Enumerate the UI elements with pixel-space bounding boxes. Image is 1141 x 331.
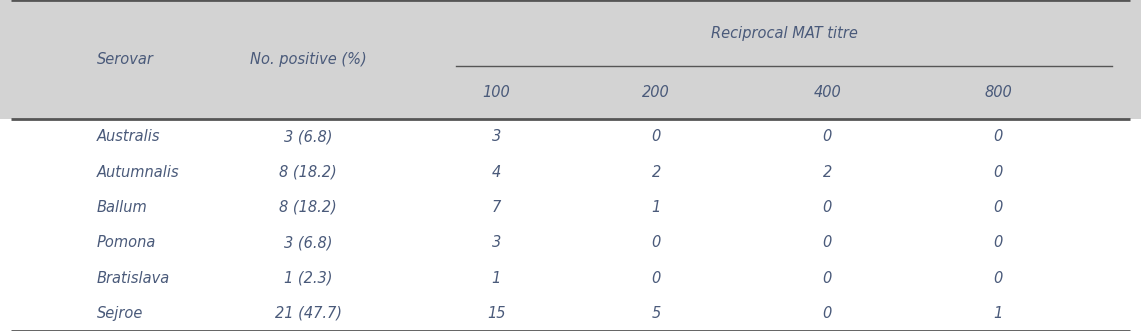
Text: 0: 0 bbox=[823, 129, 832, 144]
Text: 2: 2 bbox=[652, 165, 661, 180]
Text: 800: 800 bbox=[985, 85, 1012, 100]
Text: 2: 2 bbox=[823, 165, 832, 180]
Text: 1: 1 bbox=[492, 270, 501, 286]
Text: 3 (6.8): 3 (6.8) bbox=[284, 235, 332, 250]
Text: 5: 5 bbox=[652, 306, 661, 321]
Text: 0: 0 bbox=[994, 200, 1003, 215]
Text: No. positive (%): No. positive (%) bbox=[250, 52, 366, 67]
Text: 0: 0 bbox=[994, 165, 1003, 180]
Text: Ballum: Ballum bbox=[97, 200, 147, 215]
Text: 21 (47.7): 21 (47.7) bbox=[275, 306, 341, 321]
Bar bbox=[0, 119, 1141, 331]
Text: 15: 15 bbox=[487, 306, 505, 321]
Text: 0: 0 bbox=[652, 235, 661, 250]
Text: 8 (18.2): 8 (18.2) bbox=[280, 200, 337, 215]
Text: 0: 0 bbox=[652, 270, 661, 286]
Text: 0: 0 bbox=[994, 129, 1003, 144]
Text: Serovar: Serovar bbox=[97, 52, 154, 67]
Text: 4: 4 bbox=[492, 165, 501, 180]
Text: Bratislava: Bratislava bbox=[97, 270, 170, 286]
Text: 1 (2.3): 1 (2.3) bbox=[284, 270, 332, 286]
Text: 0: 0 bbox=[823, 270, 832, 286]
Text: Pomona: Pomona bbox=[97, 235, 156, 250]
Bar bbox=[0, 0, 1141, 119]
Text: 100: 100 bbox=[483, 85, 510, 100]
Text: Sejroe: Sejroe bbox=[97, 306, 144, 321]
Text: Reciprocal MAT titre: Reciprocal MAT titre bbox=[711, 25, 858, 41]
Text: 0: 0 bbox=[652, 129, 661, 144]
Text: 400: 400 bbox=[814, 85, 841, 100]
Text: 3: 3 bbox=[492, 235, 501, 250]
Text: 8 (18.2): 8 (18.2) bbox=[280, 165, 337, 180]
Text: 3 (6.8): 3 (6.8) bbox=[284, 129, 332, 144]
Text: 0: 0 bbox=[994, 235, 1003, 250]
Text: 1: 1 bbox=[994, 306, 1003, 321]
Text: 0: 0 bbox=[823, 235, 832, 250]
Text: 7: 7 bbox=[492, 200, 501, 215]
Text: Australis: Australis bbox=[97, 129, 161, 144]
Text: 0: 0 bbox=[823, 200, 832, 215]
Text: 3: 3 bbox=[492, 129, 501, 144]
Text: 1: 1 bbox=[652, 200, 661, 215]
Text: Autumnalis: Autumnalis bbox=[97, 165, 179, 180]
Text: 200: 200 bbox=[642, 85, 670, 100]
Text: 0: 0 bbox=[994, 270, 1003, 286]
Text: 0: 0 bbox=[823, 306, 832, 321]
